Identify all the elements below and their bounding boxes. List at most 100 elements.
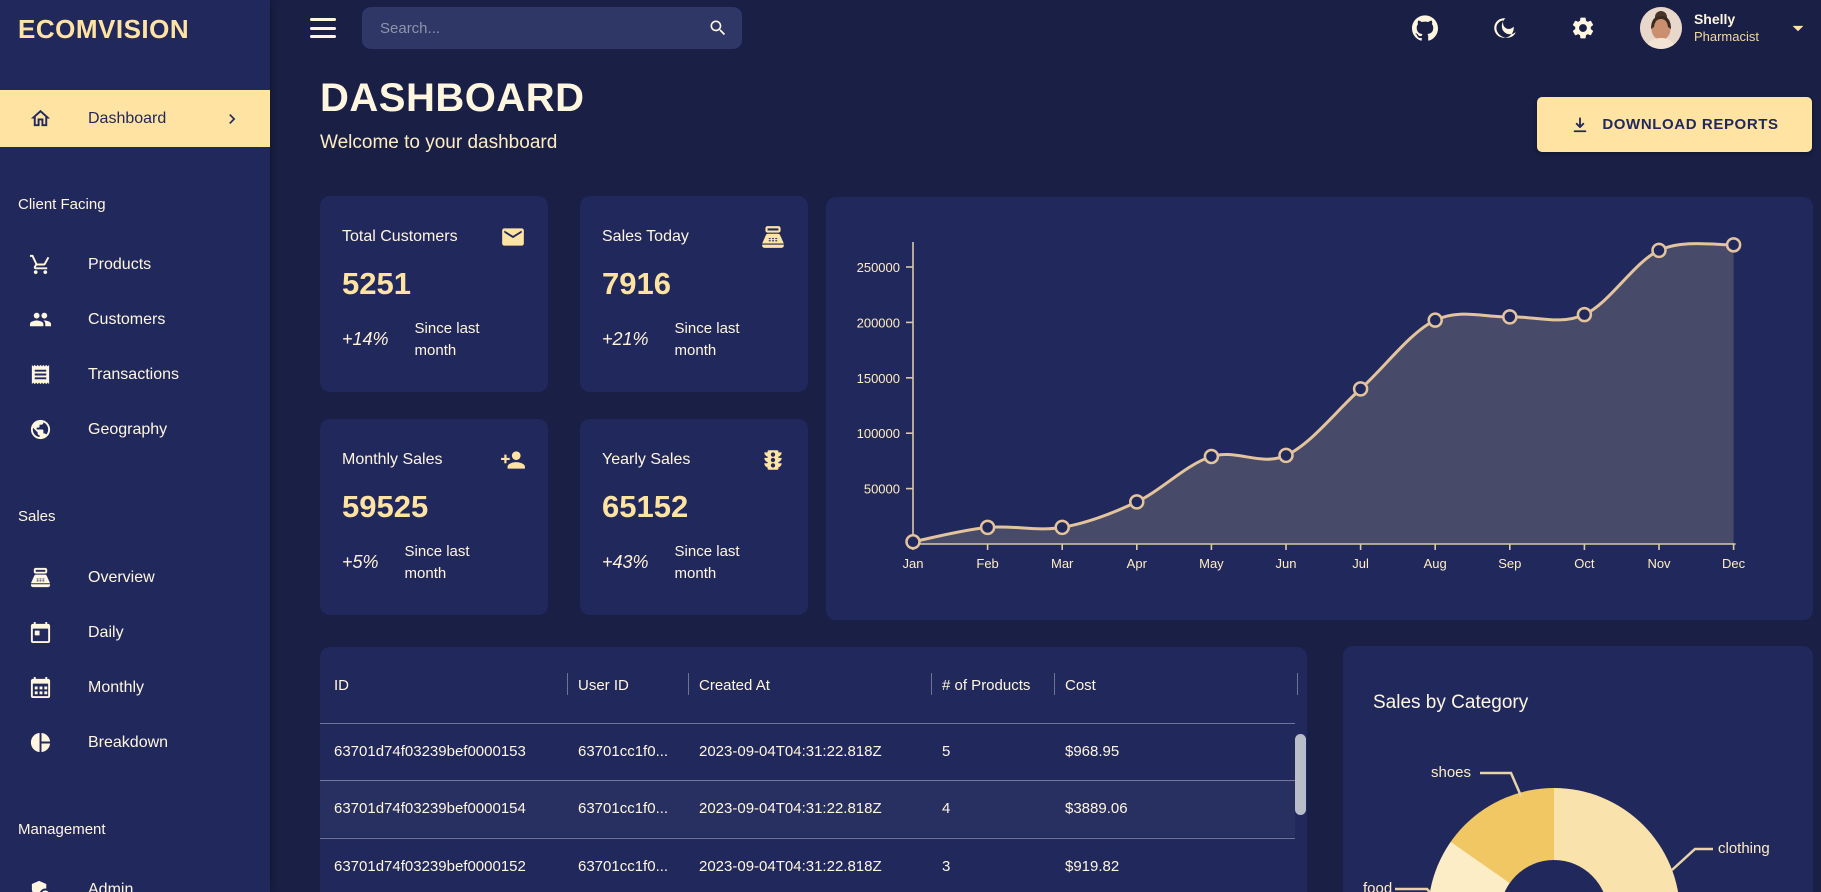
table-row[interactable]: 63701d74f03239bef0000152 63701cc1f0... 2… bbox=[320, 838, 1295, 892]
cell-cost: $3889.06 bbox=[1065, 800, 1128, 817]
sidebar-section-management: Management bbox=[18, 821, 106, 838]
sidebar-item-label: Geography bbox=[88, 420, 168, 438]
cell-created-at: 2023-09-04T04:31:22.818Z bbox=[699, 858, 882, 875]
sidebar-item-label: Admin bbox=[88, 880, 134, 892]
table-scrollbar[interactable] bbox=[1295, 734, 1306, 815]
column-header-cost[interactable]: Cost bbox=[1065, 677, 1096, 694]
stat-value: 5251 bbox=[342, 266, 411, 301]
chart-data-point bbox=[1352, 381, 1369, 397]
sidebar-item-products[interactable]: Products bbox=[0, 237, 270, 292]
user-avatar[interactable] bbox=[1639, 7, 1682, 49]
search-box bbox=[362, 7, 742, 49]
globe-icon bbox=[30, 419, 51, 440]
column-header-created-at[interactable]: Created At bbox=[699, 677, 770, 694]
stat-value: 7916 bbox=[602, 266, 671, 301]
stat-value: 65152 bbox=[602, 489, 689, 524]
person-add-icon bbox=[501, 451, 525, 469]
stat-card-sales-today: Sales Today 7916 +21% Since last month bbox=[580, 196, 808, 392]
pie-chart-icon bbox=[30, 732, 51, 753]
table-row[interactable]: 63701d74f03239bef0000153 63701cc1f0... 2… bbox=[320, 723, 1295, 780]
sidebar-item-transactions[interactable]: Transactions bbox=[0, 347, 270, 402]
svg-text:Oct: Oct bbox=[1574, 556, 1595, 571]
sales-by-category-card: Sales by Category shoes clothing food bbox=[1343, 646, 1813, 892]
sidebar-item-dashboard[interactable]: Dashboard bbox=[0, 90, 270, 147]
menu-icon[interactable] bbox=[310, 18, 336, 38]
cell-id: 63701d74f03239bef0000153 bbox=[334, 743, 526, 760]
svg-text:Aug: Aug bbox=[1424, 556, 1447, 571]
donut-hole bbox=[1500, 860, 1608, 892]
svg-text:May: May bbox=[1199, 556, 1224, 571]
download-reports-button[interactable]: DOWNLOAD REPORTS bbox=[1537, 97, 1812, 152]
dropdown-arrow-icon[interactable] bbox=[1785, 15, 1811, 41]
point-of-sale-icon bbox=[30, 567, 51, 588]
sidebar-item-geography[interactable]: Geography bbox=[0, 402, 270, 457]
github-icon[interactable] bbox=[1411, 15, 1438, 41]
download-reports-label: DOWNLOAD REPORTS bbox=[1602, 116, 1779, 133]
user-profile[interactable]: Shelly Pharmacist bbox=[1694, 11, 1759, 45]
calendar-today-icon bbox=[30, 621, 51, 644]
page-subtitle: Welcome to your dashboard bbox=[320, 132, 558, 153]
avatar-image bbox=[1639, 7, 1682, 49]
sidebar-item-admin[interactable]: Admin bbox=[0, 862, 270, 892]
column-separator bbox=[1297, 673, 1298, 695]
user-name: Shelly bbox=[1693, 11, 1736, 28]
sidebar-section-sales: Sales bbox=[18, 508, 56, 525]
column-header-products[interactable]: # of Products bbox=[942, 677, 1031, 694]
column-separator bbox=[1054, 673, 1055, 695]
cell-cost: $968.95 bbox=[1065, 743, 1120, 760]
sidebar-item-breakdown[interactable]: Breakdown bbox=[0, 715, 270, 770]
cell-user-id: 63701cc1f0... bbox=[578, 743, 669, 760]
chevron-right-icon bbox=[229, 113, 236, 124]
stat-increase: +43% bbox=[602, 552, 649, 573]
dark-mode-moon-icon[interactable] bbox=[1491, 15, 1517, 41]
svg-text:250000: 250000 bbox=[857, 260, 900, 275]
stat-title: Yearly Sales bbox=[602, 451, 691, 468]
donut-label-shoes: shoes bbox=[1431, 764, 1472, 781]
svg-text:50000: 50000 bbox=[864, 482, 900, 497]
chart-data-point bbox=[1203, 448, 1220, 465]
sidebar-item-label: Overview bbox=[88, 568, 155, 586]
stat-card-monthly-sales: Monthly Sales 59525 +5% Since last month bbox=[320, 419, 548, 615]
column-header-id[interactable]: ID bbox=[334, 677, 349, 694]
svg-text:Feb: Feb bbox=[976, 556, 998, 571]
column-header-user-id[interactable]: User ID bbox=[578, 677, 629, 694]
stat-title: Monthly Sales bbox=[342, 451, 443, 468]
stat-increase: +14% bbox=[342, 329, 389, 350]
stat-value: 59525 bbox=[342, 489, 429, 524]
sidebar-item-daily[interactable]: Daily bbox=[0, 605, 270, 660]
transactions-table-card: ID User ID Created At # of Products Cost… bbox=[320, 647, 1307, 892]
chart-data-point bbox=[905, 534, 921, 550]
stat-title: Sales Today bbox=[602, 228, 689, 245]
receipt-icon bbox=[31, 364, 50, 385]
category-donut-chart bbox=[1428, 788, 1680, 892]
search-icon[interactable] bbox=[708, 18, 728, 38]
sidebar-item-label: Daily bbox=[88, 623, 124, 641]
admin-shield-icon bbox=[31, 880, 49, 892]
sidebar-item-label: Products bbox=[88, 255, 152, 273]
chart-data-point bbox=[1502, 309, 1518, 325]
sales-line-chart: 50000 100000 150000 200000 250000 Jan Feb Mar Ap… bbox=[857, 237, 1746, 571]
sidebar-item-label: Dashboard bbox=[88, 109, 167, 127]
search-input[interactable] bbox=[362, 19, 708, 37]
svg-text:Dec: Dec bbox=[1722, 556, 1746, 571]
settings-gear-icon[interactable] bbox=[1570, 15, 1596, 41]
table-row[interactable]: 63701d74f03239bef0000154 63701cc1f0... 2… bbox=[320, 780, 1295, 837]
sidebar-item-overview[interactable]: Overview bbox=[0, 550, 270, 605]
svg-text:Mar: Mar bbox=[1051, 556, 1074, 571]
chart-data-point bbox=[1278, 447, 1294, 464]
stat-card-total-customers: Total Customers 5251 +14% Since last mon… bbox=[320, 196, 548, 392]
stat-description: Since last month bbox=[414, 320, 480, 359]
app-logo[interactable]: ECOMVISION bbox=[18, 14, 190, 44]
shopping-cart-icon bbox=[29, 254, 50, 275]
stat-description: Since last month bbox=[674, 543, 740, 582]
stat-description: Since last month bbox=[404, 543, 470, 582]
stat-title: Total Customers bbox=[342, 228, 458, 245]
sidebar-item-label: Customers bbox=[88, 310, 166, 328]
sidebar-item-label: Monthly bbox=[88, 678, 145, 696]
cell-user-id: 63701cc1f0... bbox=[578, 858, 669, 875]
sidebar-item-customers[interactable]: Customers bbox=[0, 292, 270, 347]
sidebar-item-monthly[interactable]: Monthly bbox=[0, 660, 270, 715]
svg-text:Jan: Jan bbox=[903, 556, 924, 571]
cell-products: 4 bbox=[942, 800, 951, 817]
